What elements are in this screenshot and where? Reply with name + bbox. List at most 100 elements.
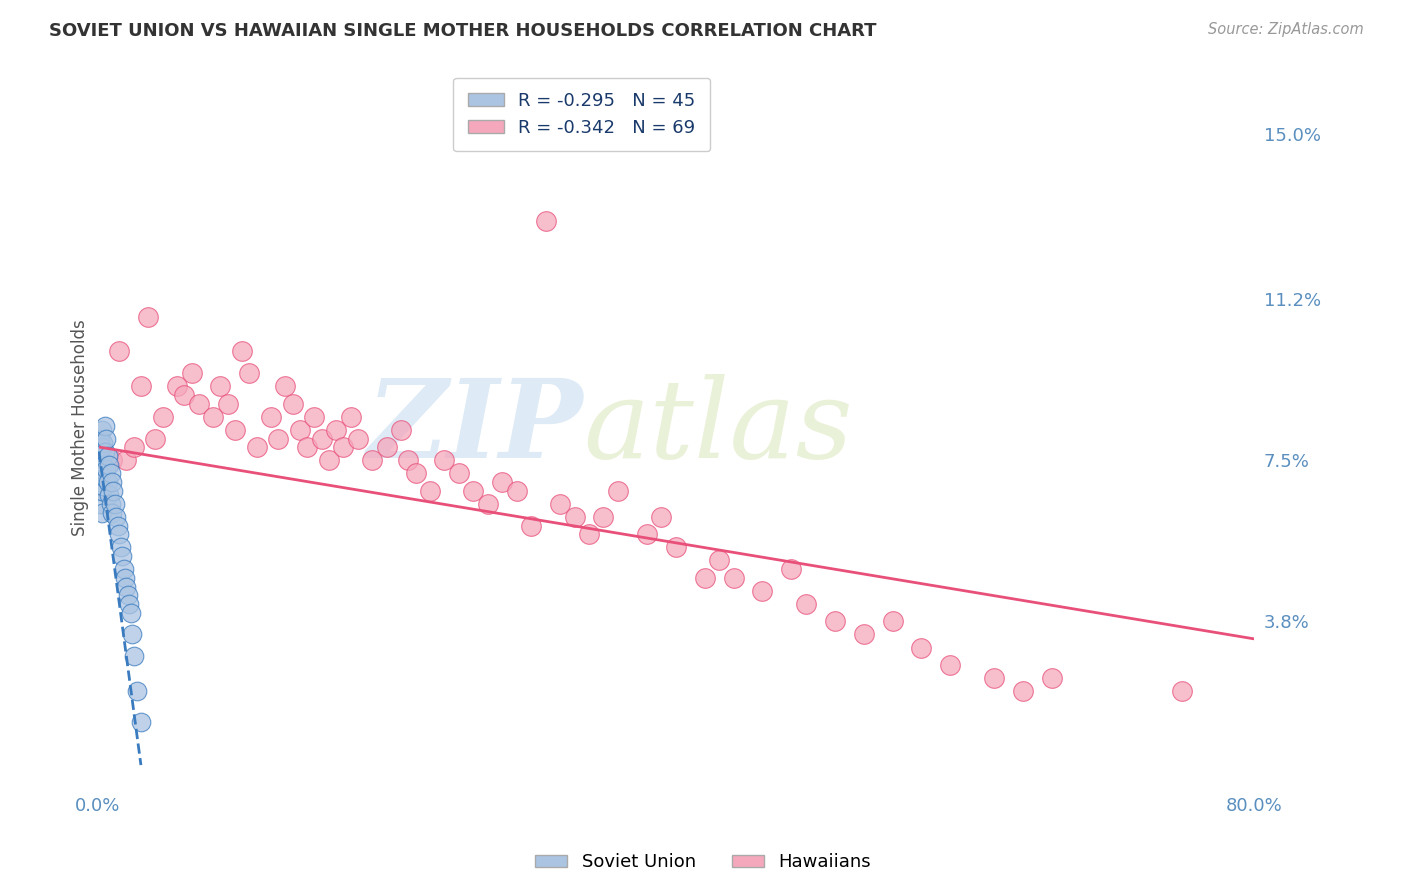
Point (723, 571, 745, 585)
Point (108, 527, 131, 541)
Text: atlas: atlas (583, 374, 853, 482)
Point (636, 527, 658, 541)
Point (433, 453, 456, 467)
Point (650, 510, 672, 524)
Point (665, 541, 688, 555)
Point (578, 527, 600, 541)
Point (405, 467, 427, 481)
Point (346, 432, 368, 446)
Point (101, 453, 124, 467)
Point (564, 510, 586, 524)
Point (606, 483, 628, 498)
Point (361, 453, 384, 467)
Point (693, 571, 716, 585)
Point (122, 649, 145, 664)
Point (295, 440, 318, 454)
Point (794, 597, 817, 611)
Point (117, 588, 139, 602)
Point (180, 366, 202, 380)
Point (173, 388, 195, 402)
Point (202, 409, 225, 424)
Point (89, 497, 111, 511)
Point (238, 366, 260, 380)
Point (852, 627, 875, 641)
Point (751, 583, 773, 598)
Point (419, 483, 441, 498)
Point (332, 440, 354, 454)
Point (101, 475, 124, 489)
Point (93, 436, 115, 450)
Point (118, 597, 141, 611)
Point (107, 518, 129, 533)
Point (325, 423, 347, 437)
Point (105, 510, 128, 524)
Point (1011, 684, 1033, 698)
Point (93, 458, 115, 472)
Point (267, 432, 290, 446)
Point (260, 409, 283, 424)
Point (910, 640, 932, 655)
Point (274, 379, 297, 393)
Point (100, 497, 122, 511)
Point (93, 479, 115, 493)
Point (89, 432, 111, 446)
Point (108, 344, 131, 359)
Point (166, 379, 188, 393)
Point (224, 423, 246, 437)
Point (209, 379, 232, 393)
Point (245, 440, 267, 454)
Point (120, 606, 142, 620)
Point (89, 475, 111, 489)
Point (90, 423, 112, 437)
Point (104, 497, 127, 511)
Point (110, 541, 132, 555)
Point (145, 432, 167, 446)
Point (217, 397, 239, 411)
Point (90, 462, 112, 476)
Point (548, 497, 571, 511)
Point (103, 483, 125, 498)
Point (101, 506, 124, 520)
Point (983, 671, 1005, 685)
Point (1170, 684, 1192, 698)
Point (1040, 671, 1063, 685)
Point (389, 423, 412, 437)
Point (100, 467, 122, 481)
Point (97, 475, 120, 489)
Point (506, 483, 529, 498)
Point (122, 440, 145, 454)
Point (96, 462, 118, 476)
Legend: R = -0.295   N = 45, R = -0.342   N = 69: R = -0.295 N = 45, R = -0.342 N = 69 (454, 78, 710, 152)
Point (318, 453, 340, 467)
Point (90, 506, 112, 520)
Point (136, 310, 159, 324)
Point (112, 562, 135, 576)
Point (939, 657, 962, 672)
Point (520, 518, 543, 533)
Point (121, 627, 143, 641)
Point (129, 714, 152, 729)
Text: Source: ZipAtlas.com: Source: ZipAtlas.com (1208, 22, 1364, 37)
Point (87, 483, 110, 498)
Point (94, 471, 117, 485)
Point (125, 684, 148, 698)
Point (187, 397, 209, 411)
Point (491, 475, 513, 489)
Point (780, 562, 803, 576)
Point (288, 423, 311, 437)
Point (87, 449, 110, 463)
Point (477, 497, 499, 511)
Point (707, 553, 730, 567)
Point (152, 409, 174, 424)
Point (129, 379, 152, 393)
Point (115, 580, 138, 594)
Point (375, 440, 398, 454)
Point (114, 571, 136, 585)
Point (447, 467, 470, 481)
Point (96, 432, 118, 446)
Point (97, 449, 120, 463)
Point (311, 432, 333, 446)
Text: ZIP: ZIP (367, 374, 583, 482)
Legend: Soviet Union, Hawaiians: Soviet Union, Hawaiians (527, 847, 879, 879)
Point (89, 453, 111, 467)
